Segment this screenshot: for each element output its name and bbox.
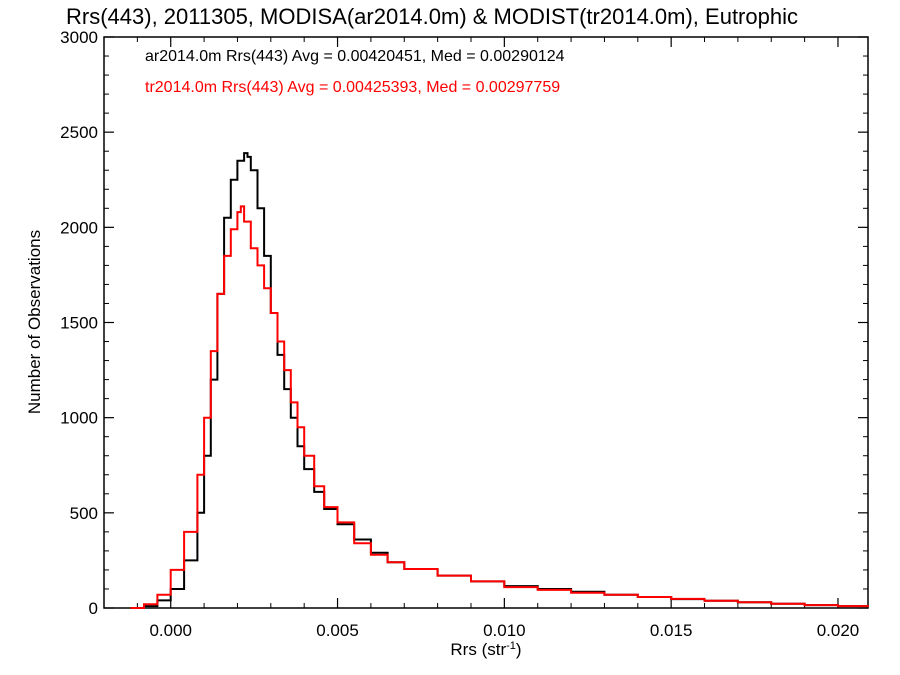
x-tick-label: 0.020: [817, 621, 860, 640]
legend-entry-tr2014: tr2014.0m Rrs(443) Avg = 0.00425393, Med…: [145, 79, 560, 96]
y-tick-label: 2500: [60, 123, 98, 142]
x-axis-title: Rrs (str-1): [450, 640, 521, 659]
x-axis-title-suffix: ): [516, 640, 522, 659]
series-layer: [130, 152, 869, 609]
x-tick-label: 0.005: [316, 621, 359, 640]
y-tick-label: 1000: [60, 409, 98, 428]
plot-frame: [103, 36, 869, 609]
y-axis-title: Number of Observations: [25, 230, 44, 414]
x-tick-label: 0.000: [149, 621, 192, 640]
y-tick-label: 3000: [60, 28, 98, 47]
series-line-tr2014: [130, 205, 869, 609]
y-tick-label: 1500: [60, 314, 98, 333]
x-tick-label: 0.015: [650, 621, 693, 640]
y-tick-label: 500: [70, 504, 98, 523]
x-axis-title-superscript: -1: [506, 640, 516, 652]
legend-entry-ar2014: ar2014.0m Rrs(443) Avg = 0.00420451, Med…: [145, 48, 565, 65]
y-tick-label: 0: [89, 599, 98, 618]
x-axis-ticks: 0.000 0.005 0.010 0.015 0.020: [103, 37, 860, 640]
series-line-ar2014: [130, 152, 869, 609]
x-tick-label: 0.010: [483, 621, 526, 640]
chart-title: Rrs(443), 2011305, MODISA(ar2014.0m) & M…: [66, 4, 798, 29]
y-axis-ticks: 0 500 1000 1500 2000 2500 3000: [60, 28, 868, 618]
x-axis-title-main: Rrs (str: [450, 640, 506, 659]
y-tick-label: 2000: [60, 218, 98, 237]
